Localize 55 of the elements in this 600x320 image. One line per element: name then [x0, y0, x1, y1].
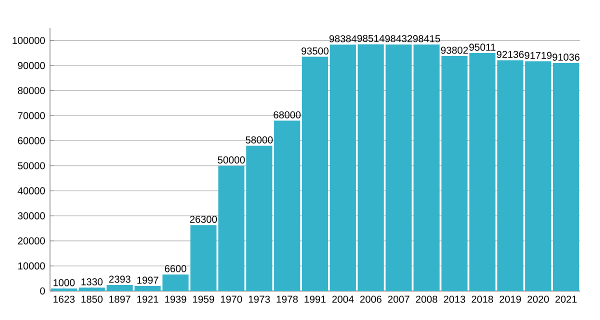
bar [552, 62, 580, 291]
y-tick-label: 100000 [12, 36, 45, 44]
x-tick-label: 1850 [81, 296, 103, 303]
y-tick-label: 20000 [18, 237, 45, 244]
data-label: 1997 [137, 276, 158, 284]
y-tick-label: 10000 [18, 262, 45, 270]
data-label: 92136 [496, 50, 524, 58]
data-label: 98514 [357, 34, 384, 42]
y-tick-label: 0 [40, 287, 45, 295]
x-tick-label: 1939 [165, 296, 186, 303]
y-tick-label: 90000 [18, 62, 45, 70]
x-tick-label: 1970 [220, 296, 242, 303]
data-label: 1000 [54, 279, 75, 286]
x-tick-label: 1973 [248, 296, 270, 303]
x-tick-label: 2021 [555, 296, 577, 303]
x-tick-label: 2019 [500, 296, 521, 303]
x-tick-label: 2008 [416, 296, 438, 303]
bar [162, 274, 189, 291]
bar [50, 288, 78, 291]
data-label: 98432 [385, 35, 412, 42]
x-tick-label: 2006 [360, 296, 382, 303]
data-label: 2393 [109, 276, 130, 283]
data-label: 1330 [81, 278, 103, 286]
x-tick-label: 1959 [193, 296, 214, 303]
x-tick-label: 1623 [54, 296, 75, 303]
y-tick-label: 80000 [18, 87, 45, 94]
data-label: 93500 [302, 47, 329, 55]
data-label: 58000 [246, 136, 273, 144]
data-label: 93802 [441, 46, 468, 54]
x-tick-label: 2013 [444, 296, 466, 303]
bar [302, 56, 328, 291]
data-label: 95011 [469, 44, 496, 51]
data-label: 50000 [218, 156, 245, 164]
data-label: 91719 [524, 52, 552, 59]
y-tick-label: 70000 [18, 112, 45, 120]
data-label: 6600 [164, 265, 186, 272]
y-tick-label: 60000 [18, 137, 45, 144]
x-tick-label: 2020 [528, 296, 549, 303]
y-tick-label: 50000 [18, 162, 45, 170]
data-label: 98415 [413, 35, 440, 42]
x-tick-label: 1978 [276, 296, 298, 303]
data-label: 91036 [552, 54, 580, 61]
y-tick-label: 40000 [18, 187, 45, 194]
data-label: 98384 [329, 35, 356, 42]
bar [441, 56, 468, 291]
bar [190, 225, 216, 291]
x-tick-label: 2018 [472, 296, 494, 303]
y-tick-label: 30000 [18, 212, 45, 220]
data-label: 68000 [274, 111, 301, 118]
x-tick-label: 2004 [332, 296, 354, 303]
x-tick-label: 2007 [388, 296, 410, 303]
data-label: 26300 [190, 216, 217, 223]
x-tick-label: 1991 [304, 296, 326, 303]
x-tick-label: 1921 [137, 296, 158, 303]
x-tick-label: 1897 [109, 296, 130, 303]
